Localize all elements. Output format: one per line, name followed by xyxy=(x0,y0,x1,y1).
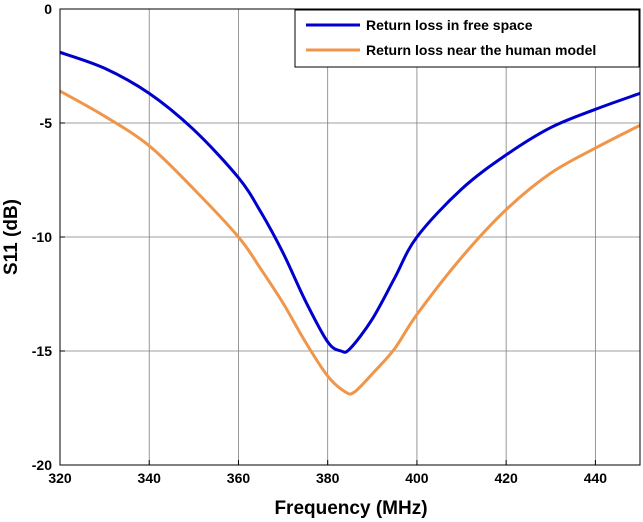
series-line-human-model xyxy=(59,89,641,396)
y-tick-label: -10 xyxy=(32,229,52,245)
legend-box xyxy=(294,9,640,68)
x-tick-label: 420 xyxy=(494,470,518,486)
x-axis-title: Frequency (MHz) xyxy=(274,498,427,519)
x-tick-label: 340 xyxy=(138,470,162,486)
ticks: 320 340 360 380 400 420 440 0 -5 -10 -15 -20 xyxy=(32,1,608,486)
x-tick-label: 360 xyxy=(227,470,251,486)
y-axis-title: S11 (dB) xyxy=(1,199,22,275)
x-tick-label: 320 xyxy=(48,470,72,486)
legend-label-human-model: Return loss near the human model xyxy=(366,42,596,58)
y-tick-label: 0 xyxy=(44,1,52,17)
y-tick-label: -5 xyxy=(40,115,53,131)
grid xyxy=(59,8,640,466)
series-line-free-space xyxy=(59,50,641,354)
series-layer xyxy=(59,50,641,396)
y-tick-label: -15 xyxy=(32,343,52,359)
x-tick-label: 400 xyxy=(405,470,429,486)
legend: Return loss in free space Return loss ne… xyxy=(294,9,640,68)
x-tick-label: 380 xyxy=(316,470,340,486)
x-tick-label: 440 xyxy=(584,470,608,486)
y-tick-label: -20 xyxy=(32,457,52,473)
legend-label-free-space: Return loss in free space xyxy=(366,17,533,33)
